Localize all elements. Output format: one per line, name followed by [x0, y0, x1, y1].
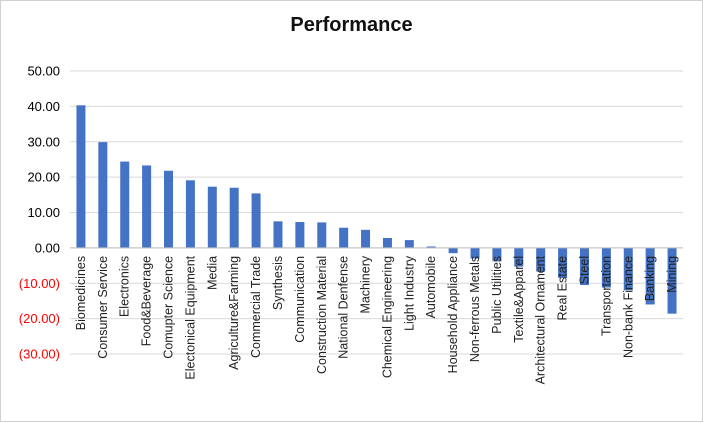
- bar: [645, 247, 655, 305]
- category-label: National Denfense: [337, 256, 351, 359]
- bar: [426, 246, 436, 248]
- bar: [120, 161, 130, 248]
- category-label: Construction Material: [315, 256, 329, 374]
- category-label: Electronics: [118, 256, 132, 317]
- category-label: Public Utilities: [490, 256, 504, 334]
- bar: [579, 247, 589, 286]
- category-labels: Biomedicines Consumer Service Electronics F…: [74, 255, 679, 384]
- bar: [164, 170, 174, 248]
- bars: [76, 105, 677, 314]
- bar: [536, 247, 546, 272]
- bar: [382, 237, 392, 248]
- category-label: Light Industry: [402, 255, 416, 331]
- category-label: Automobile: [424, 256, 438, 319]
- bar: [251, 193, 261, 248]
- y-tick-label: (20.00): [19, 311, 60, 326]
- y-tick-label: 30.00: [27, 134, 60, 149]
- bar: [558, 247, 568, 278]
- bar: [623, 247, 633, 291]
- y-tick-label: (30.00): [19, 347, 60, 362]
- category-label: Non-ferrous Metals: [468, 256, 482, 362]
- category-label: Media: [205, 256, 219, 290]
- category-label: Electonical Equipment: [183, 255, 197, 379]
- category-label: Architectural Ornament: [534, 255, 548, 384]
- bar: [514, 247, 524, 267]
- y-tick-label: 40.00: [27, 99, 60, 114]
- bar: [339, 227, 349, 248]
- bar: [404, 240, 414, 248]
- bar: [229, 187, 239, 248]
- bar: [273, 221, 283, 248]
- bar: [295, 222, 305, 248]
- y-tick-label: 10.00: [27, 205, 60, 220]
- bar: [76, 105, 86, 248]
- category-label: Household Appliance: [446, 256, 460, 373]
- y-axis-tick-labels: 50.00 40.00 30.00 20.00 10.00 0.00 (10.00) (20.…: [19, 64, 60, 362]
- bar: [207, 186, 217, 248]
- y-tick-label: 50.00: [27, 64, 60, 79]
- category-label: Real Estate: [556, 256, 570, 321]
- chart-title: Performance: [290, 14, 413, 36]
- category-label: Banking: [643, 256, 657, 301]
- bar: [601, 247, 611, 288]
- bar: [142, 165, 152, 248]
- category-label: Non-bank Finance: [621, 256, 635, 358]
- category-label: Agriculture&Farming: [227, 256, 241, 370]
- category-label: Chemical Engineering: [380, 256, 394, 378]
- bar: [667, 247, 677, 314]
- bar: [98, 142, 108, 248]
- category-label: Transportation: [599, 256, 613, 336]
- category-label: Biomedicines: [74, 256, 88, 330]
- category-label: Communication: [293, 256, 307, 343]
- category-label: Mining: [665, 256, 679, 293]
- category-label: Steel: [577, 256, 591, 285]
- bar: [470, 247, 480, 259]
- category-label: Comupter Science: [162, 256, 176, 359]
- category-label: Food&Beverage: [140, 256, 154, 346]
- category-label: Textile&Apparel: [512, 256, 526, 343]
- bar: [317, 222, 327, 248]
- y-tick-label: (10.00): [19, 276, 60, 291]
- bar: [185, 180, 195, 248]
- bar: [361, 229, 371, 248]
- bar: [448, 247, 458, 254]
- category-label: Machinery: [359, 255, 373, 313]
- category-label: Consumer Service: [96, 256, 110, 359]
- y-tick-label: 20.00: [27, 170, 60, 185]
- y-tick-label: 0.00: [35, 240, 60, 255]
- bar: [492, 247, 502, 262]
- category-label: Commercial Trade: [249, 256, 263, 358]
- category-label: Synthesis: [271, 256, 285, 310]
